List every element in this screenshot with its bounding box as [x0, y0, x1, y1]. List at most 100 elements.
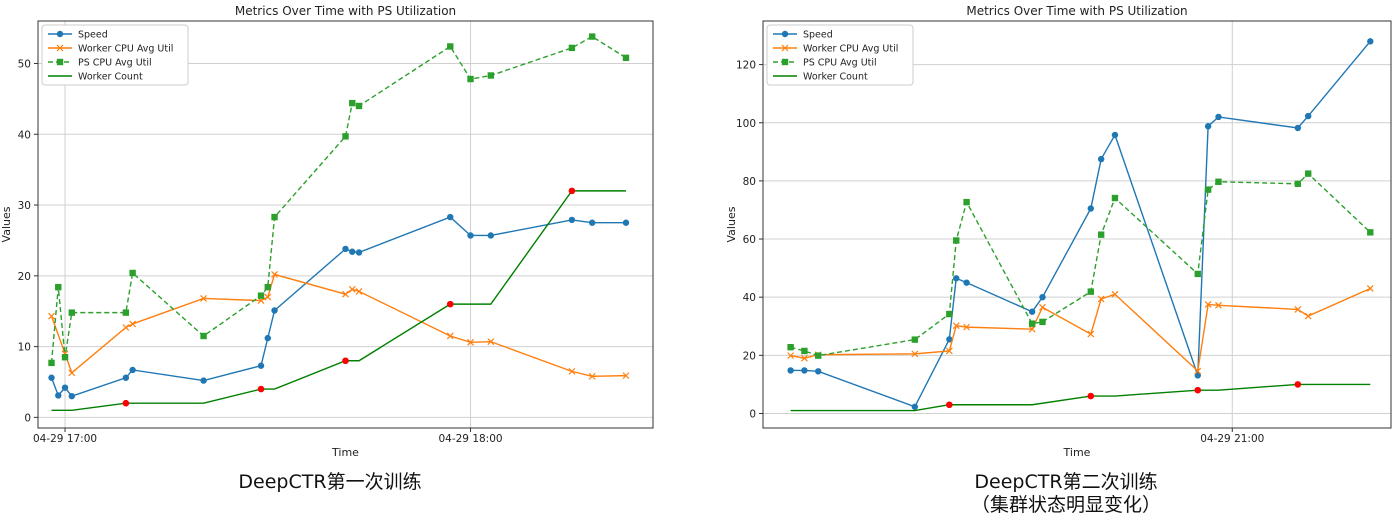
scale-event-point [122, 399, 130, 407]
caption-line: DeepCTR第二次训练 [974, 471, 1158, 493]
data-point-worker_cpu [911, 350, 919, 358]
data-point-worker_cpu [1304, 312, 1312, 320]
data-point-speed [129, 366, 136, 374]
marker-stroke [68, 369, 76, 377]
data-point-ps_cpu [963, 198, 970, 206]
data-point-speed [467, 232, 474, 239]
data-point-speed [257, 362, 265, 369]
data-point-worker_cpu [1215, 301, 1222, 309]
data-point-speed [1304, 112, 1312, 120]
data-point-speed [622, 219, 630, 226]
data-point-ps_cpu [349, 99, 356, 107]
series-speed [787, 38, 1374, 410]
scale-event-point [1087, 392, 1095, 400]
legend-label: Worker Count [78, 72, 143, 83]
legend-marker [56, 58, 64, 66]
series-line-ps_cpu [50, 35, 627, 363]
y-tick-label: 40 [18, 129, 31, 141]
y-axis-label: Values [0, 206, 13, 242]
data-point-speed [1204, 123, 1212, 130]
y-tick-label: 50 [18, 58, 31, 70]
x-tick-label: 04-29 18:00 [438, 433, 502, 445]
data-point-ps_cpu [48, 359, 55, 367]
data-point-worker_cpu [568, 367, 576, 375]
marker-stroke [264, 293, 272, 301]
data-point-ps_cpu [68, 309, 75, 316]
marker-stroke [588, 372, 596, 380]
data-point-speed [588, 219, 596, 226]
data-point-speed [1215, 113, 1222, 121]
data-point-worker_cpu [963, 323, 971, 331]
data-point-worker_cpu [271, 270, 278, 278]
data-point-ps_cpu [622, 54, 630, 62]
data-point-speed [1194, 372, 1201, 379]
marker-stroke [1294, 305, 1302, 313]
data-point-speed [55, 392, 62, 399]
data-point-ps_cpu [953, 237, 960, 244]
series-worker_cpu [48, 270, 630, 380]
marker-stroke [1194, 367, 1202, 375]
series-worker_cpu [787, 285, 1374, 375]
data-point-worker_cpu [467, 338, 474, 346]
marker-stroke [56, 44, 64, 52]
legend-box [41, 24, 189, 86]
chart-2-caption: DeepCTR第二次训练 （集群状态明显变化） [866, 471, 1266, 517]
caption-line: DeepCTR第一次训练 [238, 471, 422, 493]
marker-stroke [1087, 330, 1095, 338]
plot-frame [762, 20, 1392, 429]
series-worker_count [790, 383, 1371, 412]
data-point-speed [1111, 131, 1119, 139]
data-point-ps_cpu [129, 269, 136, 277]
y-tick-label: 10 [18, 342, 31, 354]
marker-stroke [952, 322, 960, 330]
data-point-worker_cpu [122, 324, 130, 331]
marker-stroke [800, 354, 808, 362]
data-point-worker_cpu [952, 322, 960, 330]
legend-label: Worker CPU Avg Util [78, 44, 173, 55]
legend: Speed Worker CPU Avg Util PS CPU Avg Util W… [766, 24, 914, 86]
data-point-ps_cpu [271, 213, 278, 221]
data-point-ps_cpu [55, 283, 62, 291]
y-tick-label: 60 [743, 234, 756, 246]
data-point-speed [1039, 293, 1046, 301]
data-point-worker_cpu [588, 372, 596, 380]
data-point-speed [271, 307, 278, 314]
data-point-ps_cpu [1215, 178, 1222, 185]
marker-stroke [911, 350, 919, 358]
data-point-worker_cpu [1087, 330, 1095, 338]
data-point-ps_cpu [1367, 229, 1374, 236]
marker-stroke [1097, 295, 1105, 303]
legend-label: Worker CPU Avg Util [803, 44, 898, 55]
data-point-ps_cpu [1194, 270, 1201, 278]
data-point-worker_cpu [1194, 367, 1202, 375]
series-line-ps_cpu [790, 172, 1371, 357]
data-point-speed [48, 374, 55, 381]
data-point-speed [342, 245, 349, 253]
scale-event-point [946, 401, 953, 409]
data-point-speed [122, 374, 130, 381]
data-point-speed [487, 232, 495, 239]
data-point-worker_cpu [264, 293, 272, 301]
y-tick-label: 0 [24, 412, 31, 424]
data-point-ps_cpu [815, 352, 822, 359]
series-ps_cpu [787, 170, 1374, 359]
data-point-ps_cpu [1087, 288, 1095, 295]
data-point-worker_cpu [1294, 305, 1302, 313]
data-point-ps_cpu [200, 332, 207, 340]
data-point-worker_cpu [787, 352, 795, 360]
legend-marker [781, 44, 789, 52]
data-point-ps_cpu [1204, 186, 1212, 193]
data-point-worker_cpu [1204, 301, 1212, 308]
data-point-worker_cpu [355, 287, 363, 295]
marker-stroke [1215, 301, 1222, 309]
data-point-speed [787, 367, 794, 374]
marker-stroke [355, 287, 363, 295]
legend-label: PS CPU Avg Util [78, 58, 152, 69]
data-point-ps_cpu [264, 283, 271, 291]
chart-title: Metrics Over Time with PS Utilization [235, 4, 456, 18]
data-point-worker_cpu [1039, 303, 1046, 311]
data-point-ps_cpu [946, 310, 953, 318]
marker-stroke [271, 270, 278, 278]
marker-stroke [467, 338, 474, 346]
